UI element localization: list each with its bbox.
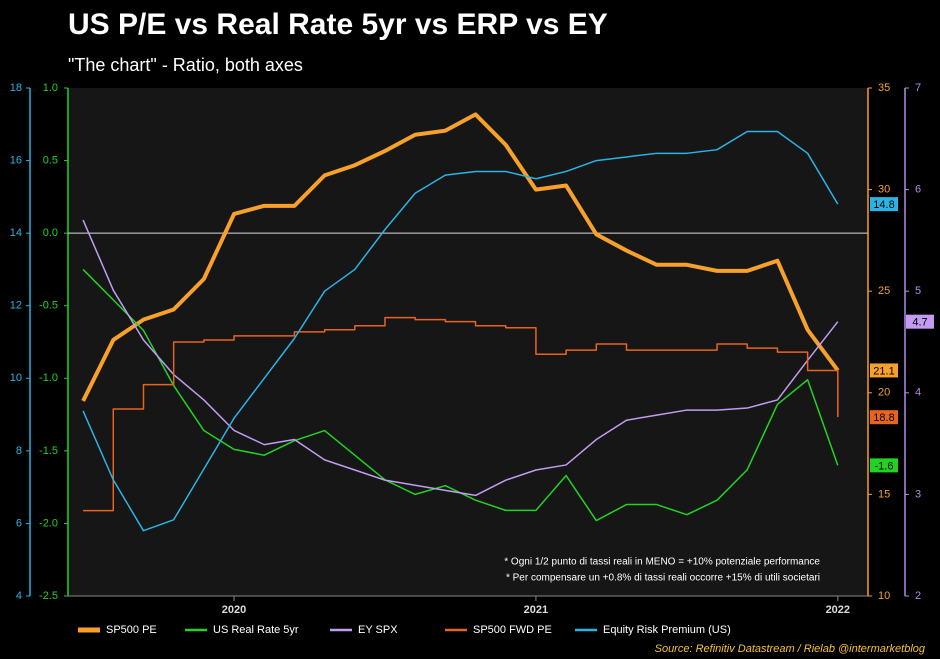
y-tick-label: 20 <box>878 387 890 399</box>
legend-label: Equity Risk Premium (US) <box>603 624 731 636</box>
y-tick-label: 0.0 <box>43 227 58 239</box>
y-tick-label: 15 <box>878 488 890 500</box>
y-tick-label: 2 <box>915 590 921 602</box>
y-tick-label: -2.0 <box>39 517 58 529</box>
y-tick-label: 0.5 <box>43 154 58 166</box>
y-tick-label: 12 <box>10 300 22 312</box>
end-label: 18.8 <box>873 412 894 424</box>
series-line <box>81 112 840 402</box>
y-tick-label: 5 <box>915 285 921 297</box>
y-tick-label: -2.5 <box>39 590 58 602</box>
y-tick-label: 16 <box>10 154 22 166</box>
annotation: * Per compensare un +0.8% di tassi reali… <box>506 573 820 584</box>
y-tick-label: 4 <box>915 387 921 399</box>
end-label-box <box>870 197 898 212</box>
end-label-box <box>870 410 898 425</box>
x-tick-label: 2022 <box>826 604 850 616</box>
y-tick-label: 7 <box>915 82 921 94</box>
y-tick-label: 18 <box>10 82 22 94</box>
chart-title: US P/E vs Real Rate 5yr vs ERP vs EY <box>68 8 608 41</box>
series-line <box>82 130 839 532</box>
y-tick-label: 6 <box>16 517 22 529</box>
end-label: 4.7 <box>912 317 927 329</box>
x-tick-label: 2021 <box>524 604 548 616</box>
source: Source: Refinitiv Datastream / Rielab @i… <box>655 643 926 655</box>
legend-label: US Real Rate 5yr <box>213 624 299 636</box>
y-tick-label: 3 <box>915 488 921 500</box>
series-line <box>82 219 839 497</box>
legend-label: SP500 PE <box>106 624 157 636</box>
y-tick-label: 35 <box>878 82 890 94</box>
x-tick-label: 2020 <box>222 604 246 616</box>
end-label: -1.6 <box>875 460 894 472</box>
annotation: * Ogni 1/2 punto di tassi reali in MENO … <box>504 557 820 568</box>
end-label-box <box>906 314 934 329</box>
end-label-box <box>870 363 898 378</box>
y-tick-label: 1.0 <box>43 82 58 94</box>
y-tick-label: 8 <box>16 445 22 457</box>
y-tick-label: 10 <box>10 372 22 384</box>
legend-label: EY SPX <box>358 624 398 636</box>
y-tick-label: 6 <box>915 184 921 196</box>
y-tick-label: 25 <box>878 285 890 297</box>
end-label-box <box>870 458 898 473</box>
series-line <box>83 316 839 512</box>
y-tick-label: -1.5 <box>39 445 58 457</box>
chart-subtitle: "The chart" - Ratio, both axes <box>68 55 303 75</box>
y-tick-label: 14 <box>10 227 22 239</box>
y-tick-label: 4 <box>16 590 22 602</box>
legend-label: SP500 FWD PE <box>473 624 552 636</box>
y-tick-label: -1.0 <box>39 372 58 384</box>
end-label: 21.1 <box>873 365 894 377</box>
end-label: 14.8 <box>873 199 894 211</box>
y-tick-label: 30 <box>878 184 890 196</box>
y-tick-label: -0.5 <box>39 300 58 312</box>
y-tick-label: 10 <box>878 590 890 602</box>
